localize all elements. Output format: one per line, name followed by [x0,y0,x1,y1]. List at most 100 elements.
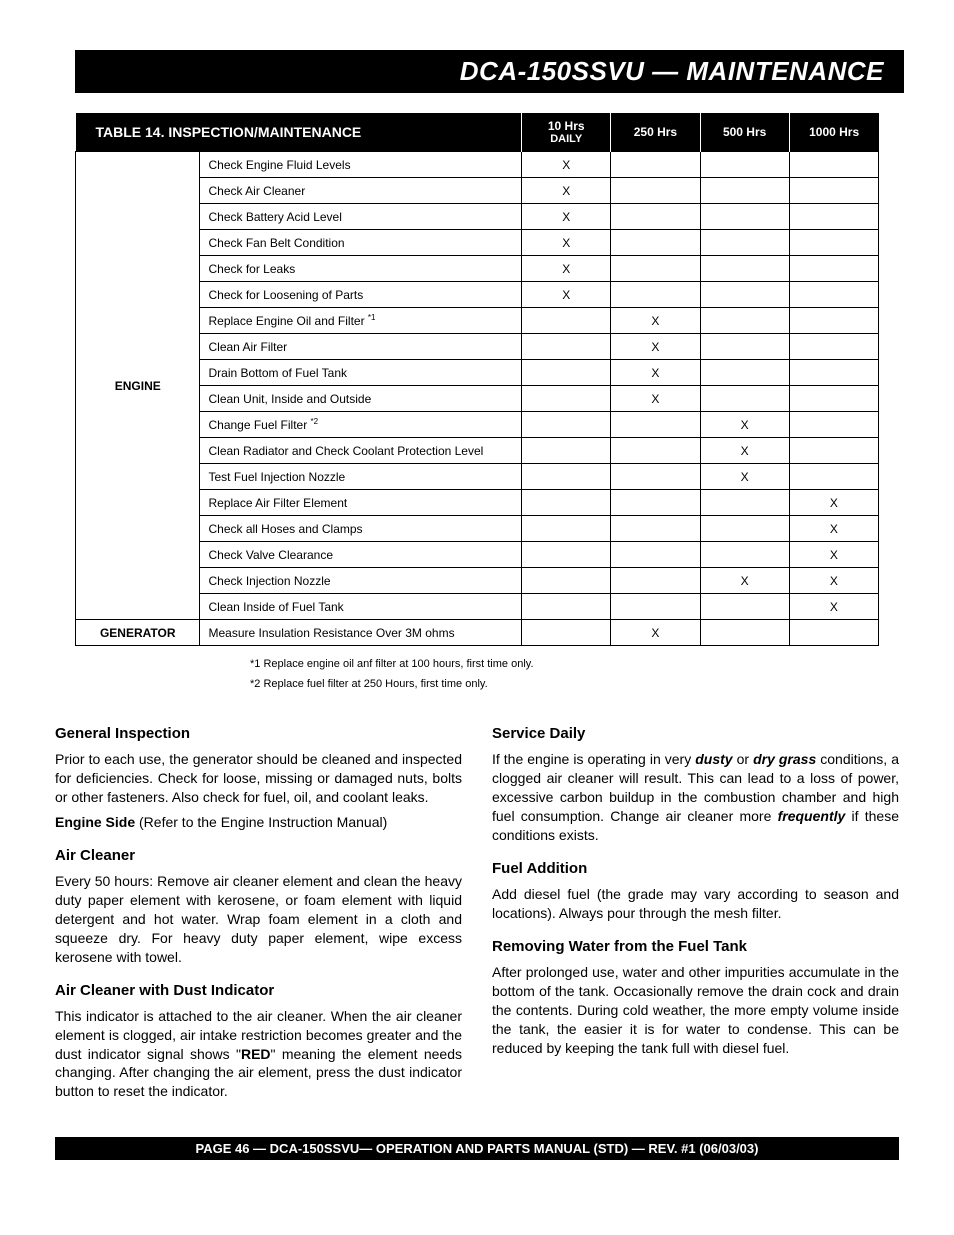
fuel-addition-text: Add diesel fuel (the grade may vary acco… [492,885,899,923]
check-cell [700,334,789,360]
check-cell [789,178,878,204]
check-cell: X [522,256,611,282]
check-cell [611,152,700,178]
check-cell: X [522,178,611,204]
check-cell [611,256,700,282]
check-cell [700,386,789,412]
check-cell [522,334,611,360]
check-cell [611,230,700,256]
check-cell [789,386,878,412]
check-cell: X [789,568,878,594]
task-cell: Clean Inside of Fuel Tank [200,594,522,620]
col-header-daily-b: DAILY [526,133,606,145]
check-cell [700,178,789,204]
task-cell: Check Valve Clearance [200,542,522,568]
check-cell [789,308,878,334]
check-cell [522,568,611,594]
check-cell: X [611,308,700,334]
page-header-bar: DCA-150SSVU — MAINTENANCE [75,50,904,93]
task-superscript: *2 [311,417,319,426]
check-cell [789,438,878,464]
category-cell: ENGINE [76,152,200,620]
task-cell: Measure Insulation Resistance Over 3M oh… [200,620,522,646]
check-cell [700,542,789,568]
check-cell [700,256,789,282]
fuel-addition-heading: Fuel Addition [492,859,899,879]
table-row: GENERATORMeasure Insulation Resistance O… [76,620,879,646]
task-cell: Clean Radiator and Check Coolant Protect… [200,438,522,464]
sd-frequently: frequently [778,808,846,824]
check-cell [522,438,611,464]
check-cell [700,360,789,386]
category-cell: GENERATOR [76,620,200,646]
task-cell: Check Injection Nozzle [200,568,522,594]
table-row: ENGINECheck Engine Fluid LevelsX [76,152,879,178]
page-footer-bar: PAGE 46 — DCA-150SSVU— OPERATION AND PAR… [55,1137,899,1160]
check-cell [522,360,611,386]
footnotes: *1 Replace engine oil anf filter at 100 … [250,658,879,690]
check-cell: X [522,230,611,256]
task-cell: Check Battery Acid Level [200,204,522,230]
check-cell: X [789,594,878,620]
check-cell [611,282,700,308]
check-cell: X [522,282,611,308]
task-cell: Check for Loosening of Parts [200,282,522,308]
check-cell [789,152,878,178]
task-cell: Drain Bottom of Fuel Tank [200,360,522,386]
check-cell [611,568,700,594]
check-cell [789,282,878,308]
air-cleaner-text: Every 50 hours: Remove air cleaner eleme… [55,872,462,966]
col-header-daily-a: 10 Hrs [548,119,585,133]
check-cell: X [522,204,611,230]
task-cell: Clean Unit, Inside and Outside [200,386,522,412]
check-cell: X [700,464,789,490]
check-cell [700,204,789,230]
check-cell [522,412,611,438]
task-cell: Replace Engine Oil and Filter *1 [200,308,522,334]
check-cell [611,204,700,230]
col-header-500: 500 Hrs [700,113,789,152]
maintenance-table-container: TABLE 14. INSPECTION/MAINTENANCE 10 Hrs … [75,113,879,646]
maintenance-table: TABLE 14. INSPECTION/MAINTENANCE 10 Hrs … [75,113,879,646]
col-header-daily: 10 Hrs DAILY [522,113,611,152]
check-cell [700,230,789,256]
check-cell [700,594,789,620]
check-cell [789,334,878,360]
footer-text: PAGE 46 — DCA-150SSVU— OPERATION AND PAR… [196,1141,759,1156]
check-cell [611,412,700,438]
check-cell [789,360,878,386]
check-cell [789,204,878,230]
check-cell [611,516,700,542]
check-cell: X [611,620,700,646]
check-cell [611,490,700,516]
task-cell: Replace Air Filter Element [200,490,522,516]
air-cleaner-heading: Air Cleaner [55,846,462,866]
check-cell [789,230,878,256]
check-cell: X [789,490,878,516]
removing-water-heading: Removing Water from the Fuel Tank [492,937,899,957]
check-cell [789,620,878,646]
task-cell: Check Engine Fluid Levels [200,152,522,178]
check-cell [611,594,700,620]
sd-drygrass: dry grass [753,751,816,767]
engine-side-line: Engine Side (Refer to the Engine Instruc… [55,813,462,832]
check-cell [522,308,611,334]
check-cell [700,282,789,308]
check-cell [700,490,789,516]
footnote-2: *2 Replace fuel filter at 250 Hours, fir… [250,678,879,690]
dust-indicator-red: RED [241,1046,271,1062]
check-cell: X [789,542,878,568]
sd-dusty: dusty [695,751,732,767]
task-cell: Test Fuel Injection Nozzle [200,464,522,490]
task-cell: Check Air Cleaner [200,178,522,204]
check-cell [789,464,878,490]
check-cell [700,620,789,646]
task-cell: Check all Hoses and Clamps [200,516,522,542]
check-cell: X [700,412,789,438]
check-cell [522,620,611,646]
body-columns: General Inspection Prior to each use, th… [55,710,899,1107]
sd-c: or [733,751,753,767]
service-daily-text: If the engine is operating in very dusty… [492,750,899,844]
check-cell [522,516,611,542]
check-cell [522,386,611,412]
